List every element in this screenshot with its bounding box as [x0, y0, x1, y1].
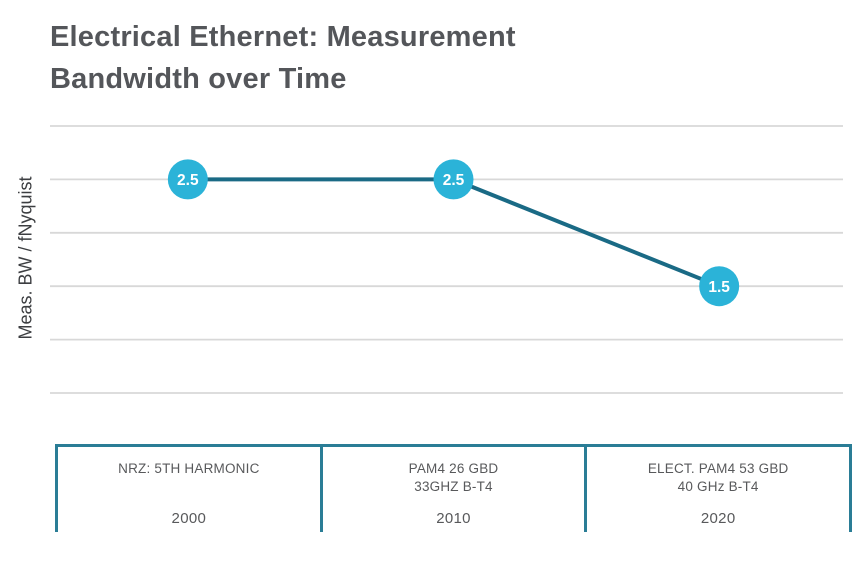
x-axis-category-line2: 40 GHz B-T4	[677, 479, 759, 494]
data-point-marker	[433, 159, 474, 200]
data-point-label: 2.5	[177, 172, 199, 189]
x-axis-category-line1: PAM4 26 GBD	[408, 461, 499, 476]
data-point-marker	[699, 266, 740, 307]
x-axis-category-line1: ELECT. PAM4 53 GBD	[647, 461, 789, 476]
x-axis-category-label: NRZ: 5TH HARMONIC	[118, 460, 259, 478]
x-axis-category-label: PAM4 26 GBD 33GHZ B-T4	[409, 460, 499, 496]
line-plot: 2.5 2.5 1.5	[50, 125, 843, 394]
data-point-label: 2.5	[443, 172, 465, 189]
data-point-marker	[167, 159, 208, 200]
x-axis-category-line2: 33GHZ B-T4	[414, 479, 493, 494]
x-axis-cell-2010: PAM4 26 GBD 33GHZ B-T4 2010	[319, 447, 585, 532]
x-axis-category-label: ELECT. PAM4 53 GBD 40 GHz B-T4	[648, 460, 789, 496]
chart-title: Electrical Ethernet: Measurement Bandwid…	[50, 21, 516, 95]
x-axis-cell-2000: NRZ: 5TH HARMONIC 2000	[58, 447, 320, 532]
x-axis-year: 2020	[700, 510, 736, 527]
x-axis-category-line1: NRZ: 5TH HARMONIC	[118, 461, 260, 476]
x-axis-table: NRZ: 5TH HARMONIC 2000 PAM4 26 GBD 33GHZ…	[55, 444, 852, 532]
x-axis-year: 2010	[436, 510, 471, 527]
x-axis-cell-2020: ELECT. PAM4 53 GBD 40 GHz B-T4 2020	[584, 447, 849, 532]
x-axis-year: 2000	[171, 510, 207, 527]
data-point-label: 1.5	[708, 279, 730, 296]
